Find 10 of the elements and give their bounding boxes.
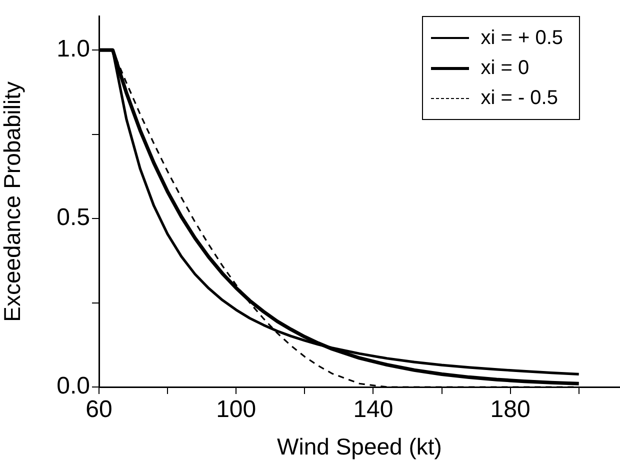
y-axis-title: Exceedance Probability — [0, 81, 26, 322]
legend-label: xi = + 0.5 — [480, 26, 563, 50]
legend-label: xi = - 0.5 — [480, 86, 558, 110]
x-tick-label: 180 — [490, 396, 530, 424]
x-tick-label: 140 — [353, 396, 394, 424]
x-axis-title: Wind Speed (kt) — [277, 434, 442, 460]
legend-label: xi = 0 — [480, 56, 530, 80]
y-tick-label: 0.5 — [56, 204, 90, 232]
x-tick-label: 100 — [216, 396, 256, 424]
y-tick-label: 1.0 — [56, 36, 90, 63]
